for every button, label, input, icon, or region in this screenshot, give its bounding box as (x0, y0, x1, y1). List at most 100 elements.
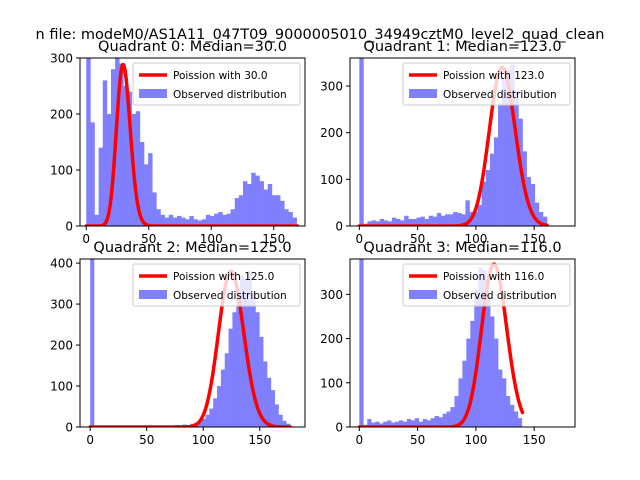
histogram-bar (90, 122, 95, 226)
axes-frame (79, 57, 306, 227)
histogram-bar (197, 422, 202, 427)
histogram-bar (367, 419, 372, 427)
histogram-bar (218, 212, 223, 226)
histogram-bar (115, 58, 120, 226)
histogram-bar (416, 217, 421, 226)
histogram-bar (454, 396, 459, 427)
plot-area (357, 58, 549, 226)
histogram-bar (494, 338, 499, 427)
histogram-bar (217, 386, 222, 427)
histogram-bar (414, 418, 420, 427)
y-tick-label: 0 (335, 220, 343, 234)
histogram-bar (271, 195, 277, 226)
histogram-bar (493, 137, 499, 226)
histogram-bar (410, 420, 416, 427)
histogram-bar (280, 200, 285, 226)
histogram-bar (228, 328, 233, 427)
histogram-bar (164, 217, 170, 226)
subplot-title: Quadrant 1: Median=123.0 (363, 39, 561, 55)
histogram-bar (98, 147, 104, 226)
histogram-bar (359, 259, 364, 427)
legend-bar-swatch (409, 89, 437, 98)
histogram-bar (205, 414, 210, 427)
histogram-bar (428, 215, 434, 226)
legend-bar-swatch (409, 290, 437, 299)
x-tick-label: 50 (410, 232, 425, 246)
y-tick-label: 300 (50, 52, 73, 66)
x-tick-label: 50 (410, 433, 425, 447)
histogram-bar (450, 407, 455, 427)
legend-box (132, 263, 301, 307)
histogram-bar (168, 214, 174, 226)
histogram-bar (412, 219, 417, 226)
histogram-bar (477, 205, 483, 226)
histogram-bar (371, 422, 376, 427)
histogram-bar (359, 58, 364, 226)
legend-bar-label: Observed distribution (443, 290, 557, 302)
histogram-bar (255, 175, 260, 226)
histogram-bar (406, 419, 412, 427)
legend-line-label: Poission with 116.0 (443, 271, 544, 283)
histogram-bar (288, 212, 293, 226)
histogram-bar (139, 142, 145, 226)
plot-area (84, 58, 300, 226)
histogram-bar (292, 217, 297, 226)
histogram-bar (498, 369, 503, 427)
histogram-bar (156, 209, 161, 226)
subplot-title: Quadrant 0: Median=30.0 (98, 39, 287, 55)
histogram-bar (274, 404, 279, 427)
histogram-bar (111, 69, 116, 226)
legend-bar-label: Observed distribution (173, 89, 287, 101)
y-tick-label: 200 (50, 108, 73, 122)
histogram-bar (430, 418, 435, 427)
histogram-bar (408, 219, 413, 226)
histogram-bar (398, 420, 404, 427)
histogram-bar (197, 220, 203, 226)
histogram-bar (185, 219, 190, 226)
subplot-1: 0 50 100 150 0 100 200 300 Quadrant 1: Median=12… (320, 39, 576, 246)
histogram-bar (424, 219, 429, 226)
legend-line-label: Poission with 30.0 (173, 70, 268, 82)
histogram-bar (391, 217, 397, 226)
histogram-bar (240, 275, 245, 427)
histogram-bar (440, 215, 446, 226)
legend-bar-label: Observed distribution (173, 290, 287, 302)
histogram-bar (251, 291, 256, 427)
histogram-bar (396, 219, 401, 226)
histogram-bar (481, 181, 487, 226)
histogram-bar (509, 404, 515, 427)
y-tick-label: 0 (65, 220, 73, 234)
legend-box (402, 62, 571, 106)
histogram-bar (94, 214, 99, 226)
histogram-bar (542, 216, 548, 226)
axes-frame (349, 57, 576, 227)
x-tick-label: 0 (86, 433, 94, 447)
histogram-bar (432, 216, 438, 226)
histogram-bar (224, 353, 229, 427)
x-tick-label: 100 (192, 433, 215, 447)
histogram-bar (510, 65, 515, 226)
histogram-bar (172, 217, 178, 226)
y-tick-label: 100 (50, 380, 73, 394)
histogram-bar (222, 214, 227, 226)
histogram-bar (375, 421, 380, 427)
x-tick-label: 0 (356, 433, 364, 447)
y-tick-label: 300 (320, 80, 343, 94)
histogram-bar (400, 220, 405, 226)
histogram-bar (177, 215, 182, 226)
histogram-bar (420, 216, 425, 226)
histogram-bar (86, 58, 91, 226)
histogram-bar (379, 423, 384, 427)
histogram-bar (513, 411, 519, 427)
histogram-bar (445, 214, 450, 226)
histogram-bar (422, 419, 428, 427)
histogram-bar (387, 221, 393, 226)
histogram-bar (201, 418, 206, 427)
histogram-bar (461, 214, 466, 226)
histogram-bar (465, 200, 470, 226)
subplot-title: Quadrant 3: Median=116.0 (363, 240, 561, 256)
histogram-bar (267, 184, 273, 226)
histogram-bar (209, 408, 214, 427)
histogram-bar (276, 195, 281, 226)
histogram-bar (490, 316, 495, 427)
